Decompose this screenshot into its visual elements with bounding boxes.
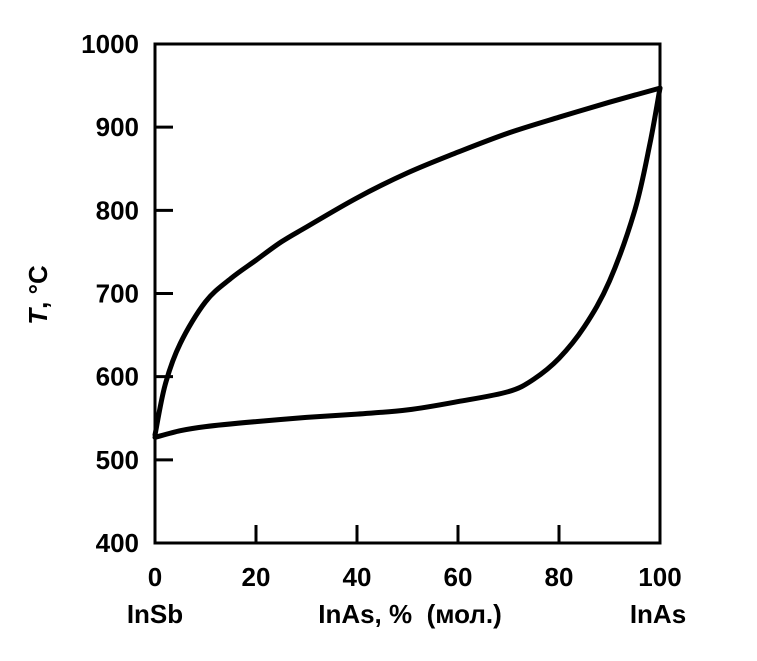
solidus-curve xyxy=(152,85,663,440)
plot-area: 0 20 40 60 80 100 400 500 600 700 800 900 1000 xyxy=(81,29,682,592)
plot-frame xyxy=(153,42,662,545)
liquidus-curve xyxy=(152,85,663,438)
x-axis-label: InAs, % (мол.) xyxy=(318,599,502,629)
x-tick-label: 100 xyxy=(638,562,681,592)
x-tick-label: 40 xyxy=(343,562,372,592)
y-tick-label: 500 xyxy=(96,445,139,475)
y-tick-label: 400 xyxy=(96,528,139,558)
x-end-label-insb: InSb xyxy=(127,599,183,629)
y-tick-label: 700 xyxy=(96,279,139,309)
y-tick-label: 600 xyxy=(96,362,139,392)
y-axis-label-unit: , °C xyxy=(23,265,53,309)
x-tick-label: 0 xyxy=(148,562,162,592)
y-tick-label: 900 xyxy=(96,112,139,142)
y-tick-label: 800 xyxy=(96,195,139,225)
x-tick-label: 60 xyxy=(444,562,473,592)
y-tick-label: 1000 xyxy=(81,29,139,59)
y-axis-label: T, °C xyxy=(23,265,53,325)
y-axis-label-symbol: T xyxy=(23,307,53,325)
x-tick-label: 80 xyxy=(545,562,574,592)
x-end-label-inas: InAs xyxy=(630,599,686,629)
x-tick-label: 20 xyxy=(242,562,271,592)
